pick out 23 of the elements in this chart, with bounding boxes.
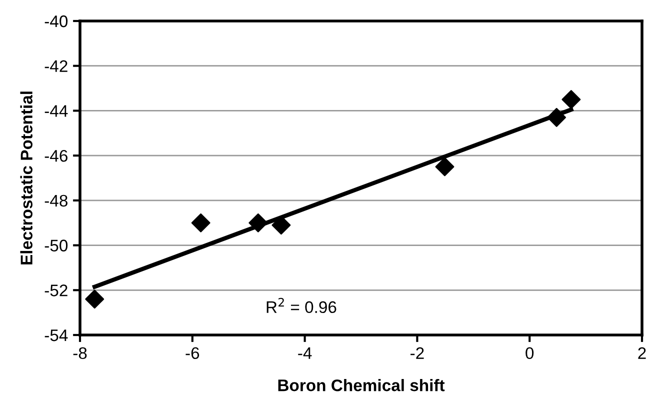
point [85,290,104,309]
y-tick-label: -46 [44,150,68,162]
y-tick-label: -48 [44,194,68,207]
point [435,157,454,176]
y-axis-title: Electrostatic Potential [20,92,32,264]
x-tick-label: -4 [298,347,312,359]
point [562,90,581,109]
y-tick-label: -44 [44,105,68,117]
x-tick-label: -6 [186,347,200,360]
point [191,213,210,232]
annotation: R$^{2}$ = 0.96 [266,298,336,314]
x-tick-label: 0 [526,347,534,360]
x-tick-label: -2 [410,347,424,359]
point [248,213,268,232]
y-tick-label: -50 [44,240,68,252]
y-tick-label: -54 [44,330,68,342]
y-tick-label: -40 [44,15,68,28]
x-axis-title: Boron Chemical shift [278,379,445,392]
y-tick-label: -42 [44,60,68,72]
x-tick-label: -8 [73,347,87,360]
x-tick-label: 2 [638,347,646,359]
y-tick-label: -52 [44,284,68,296]
point [547,108,566,127]
